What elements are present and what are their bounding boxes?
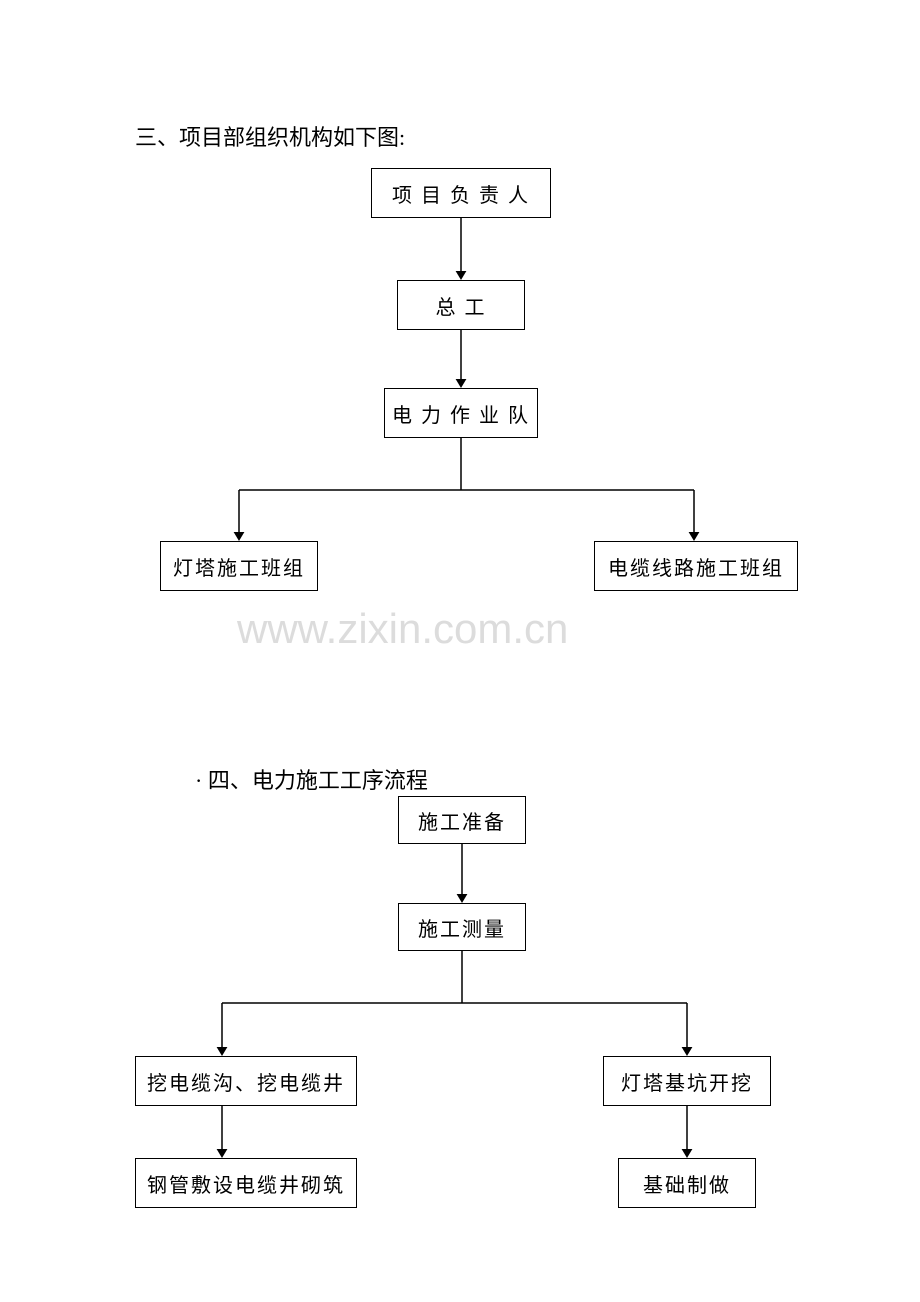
section-heading-3: 三、项目部组织机构如下图: bbox=[135, 120, 405, 152]
proc-node-dig-pit: 灯塔基坑开挖 bbox=[603, 1056, 771, 1106]
proc-node-survey: 施工测量 bbox=[398, 903, 526, 951]
proc-node-lay-pipe: 钢管敷设电缆井砌筑 bbox=[135, 1158, 357, 1208]
org-node-chief-engineer: 总 工 bbox=[397, 280, 525, 330]
org-node-cable-crew: 电缆线路施工班组 bbox=[594, 541, 798, 591]
page-root: 三、项目部组织机构如下图: · 四、电力施工工序流程 www.zixin.com… bbox=[0, 0, 920, 1302]
org-node-project-leader: 项 目 负 责 人 bbox=[371, 168, 551, 218]
proc-node-foundation: 基础制做 bbox=[618, 1158, 756, 1208]
org-node-power-team: 电 力 作 业 队 bbox=[384, 388, 538, 438]
section-heading-4: · 四、电力施工工序流程 bbox=[195, 763, 428, 795]
org-node-tower-crew: 灯塔施工班组 bbox=[160, 541, 318, 591]
proc-node-dig-trench: 挖电缆沟、挖电缆井 bbox=[135, 1056, 357, 1106]
proc-node-prep: 施工准备 bbox=[398, 796, 526, 844]
watermark-text: www.zixin.com.cn bbox=[237, 605, 568, 653]
